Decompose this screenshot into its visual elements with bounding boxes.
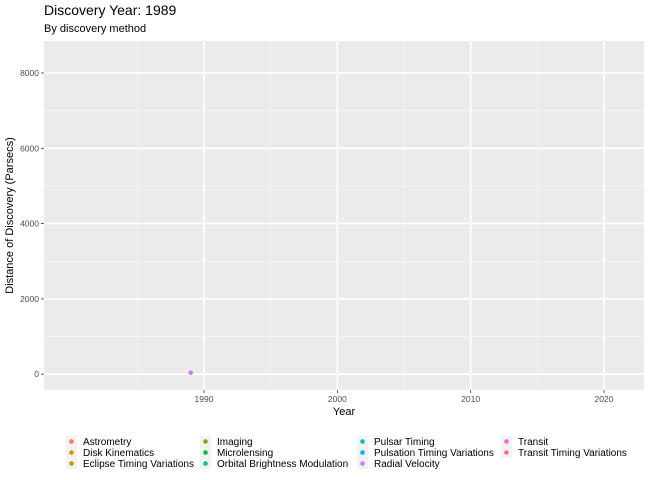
y-tick-label: 0 xyxy=(34,369,39,379)
legend-label: Disk Kinematics xyxy=(83,448,154,459)
legend-label: Pulsation Timing Variations xyxy=(374,448,494,459)
legend-swatch xyxy=(69,439,74,444)
legend-swatch xyxy=(203,439,208,444)
legend-label: Pulsar Timing xyxy=(374,437,435,448)
legend-label: Transit Timing Variations xyxy=(518,448,627,459)
y-tick-label: 4000 xyxy=(20,219,39,229)
legend-label: Radial Velocity xyxy=(374,459,440,470)
legend-label: Imaging xyxy=(217,437,253,448)
minor-gridlines xyxy=(44,41,644,390)
x-tick-label: 1990 xyxy=(195,394,214,404)
legend-swatch xyxy=(69,450,74,455)
data-points xyxy=(188,370,193,375)
plot-panel xyxy=(44,41,644,390)
x-axis-ticks: 1990 2000 2010 2020 xyxy=(195,390,614,404)
legend-label: Astrometry xyxy=(83,437,131,448)
legend-swatch xyxy=(360,439,365,444)
legend-label: Orbital Brightness Modulation xyxy=(217,459,348,470)
major-gridlines xyxy=(44,41,644,390)
y-tick-label: 8000 xyxy=(20,68,39,78)
legend-swatch xyxy=(360,450,365,455)
y-tick-label: 2000 xyxy=(20,294,39,304)
x-tick-label: 2010 xyxy=(461,394,480,404)
x-tick-label: 2000 xyxy=(328,394,347,404)
data-point xyxy=(188,370,193,375)
legend-swatch xyxy=(69,461,74,466)
legend-swatch xyxy=(360,461,365,466)
chart-subtitle: By discovery method xyxy=(44,23,146,35)
legend-label: Eclipse Timing Variations xyxy=(83,459,194,470)
legend-label: Transit xyxy=(518,437,548,448)
x-tick-label: 2020 xyxy=(595,394,614,404)
y-axis-ticks: 0 2000 4000 6000 8000 xyxy=(20,68,44,379)
chart-title: Discovery Year: 1989 xyxy=(44,2,177,18)
y-axis-title: Distance of Discovery (Parsecs) xyxy=(4,137,16,294)
y-tick-label: 6000 xyxy=(20,143,39,153)
legend-swatch xyxy=(203,450,208,455)
legend-swatch xyxy=(504,439,509,444)
legend-swatch xyxy=(504,450,509,455)
x-axis-title: Year xyxy=(333,406,356,418)
legend-label: Microlensing xyxy=(217,448,273,459)
legend-swatch xyxy=(203,461,208,466)
